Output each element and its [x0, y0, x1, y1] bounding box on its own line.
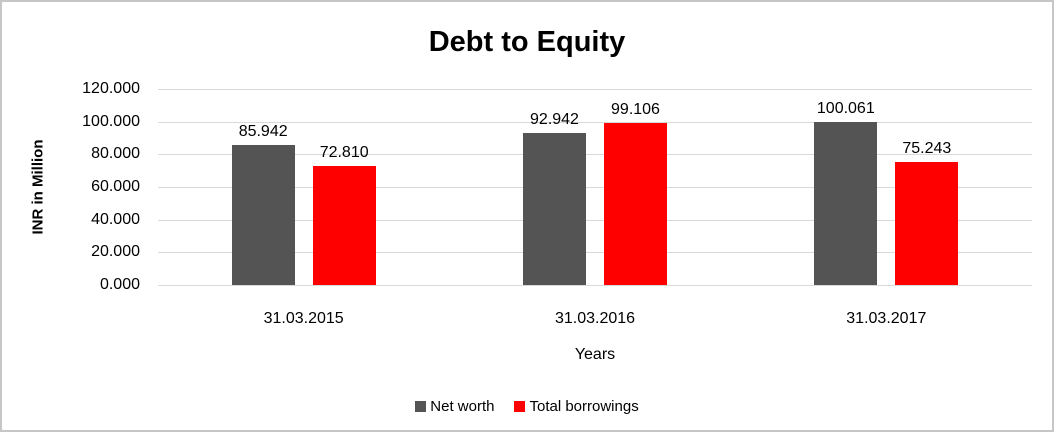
y-axis-tick-label: 60.000: [91, 178, 140, 195]
legend-swatch-icon: [514, 401, 526, 412]
bar-total-borrowings: 72.810: [312, 145, 376, 285]
bar-value-label: 85.942: [238, 122, 288, 140]
legend: Net worth Total borrowings: [2, 398, 1052, 415]
legend-label: Net worth: [430, 398, 495, 415]
chart-title: Debt to Equity: [428, 26, 626, 58]
x-axis-tick-label: 31.03.2017: [846, 310, 927, 327]
y-axis-tick-label: 80.000: [91, 145, 140, 163]
x-axis-ticks: 31.03.2015 31.03.2016 31.03.2017: [158, 310, 1032, 328]
gridline: [158, 89, 1032, 90]
plot-area: 85.942 72.810 92.942 99.106 100.061 75.243: [158, 89, 1032, 286]
y-axis-tick-label: 40.000: [91, 210, 140, 228]
bar-net-worth: 100.061: [814, 100, 878, 285]
bar-value-label: 92.942: [530, 111, 579, 129]
y-axis-ticks: 120.000 100.000 80.000 60.000 40.000 20.000 0.…: [52, 81, 140, 293]
gridline: [158, 285, 1032, 286]
bar-groups: 85.942 72.810 92.942 99.106 100.061 75.243: [158, 89, 1032, 285]
bar-net-worth: 92.942: [522, 112, 586, 285]
y-axis-title: INR in Million: [26, 89, 50, 285]
bar-value-label: 99.106: [611, 101, 660, 119]
y-axis-title-text: INR in Million: [29, 139, 47, 235]
legend-entry-net-worth: Net worth: [415, 398, 494, 415]
gridline: [158, 154, 1032, 156]
x-axis-tick-label: 31.03.2015: [263, 310, 344, 327]
bar-group-31-03-2015: 85.942 72.810: [158, 89, 449, 285]
bar-value-label: 72.810: [319, 144, 369, 162]
y-axis-tick-label: 20.000: [91, 243, 140, 261]
bar-total-borrowings: 75.243: [895, 141, 959, 285]
y-axis-tick-label: 0.000: [99, 276, 140, 293]
bar-total-borrowings: 99.106: [603, 102, 667, 285]
y-axis-tick-label: 100.000: [82, 112, 140, 130]
gridline: [158, 187, 1032, 188]
gridline: [158, 219, 1032, 221]
gridline: [158, 252, 1032, 254]
gridline: [158, 121, 1032, 123]
x-axis-tick-label: 31.03.2016: [554, 310, 636, 327]
legend-swatch-icon: [415, 401, 427, 412]
bar-group-31-03-2016: 92.942 99.106: [449, 89, 740, 285]
legend-entry-total-borrowings: Total borrowings: [514, 398, 639, 415]
bar-group-31-03-2017: 100.061 75.243: [741, 89, 1032, 285]
bar-value-label: 75.243: [902, 140, 952, 158]
x-axis-title: Years: [574, 346, 616, 363]
y-axis-tick-label: 120.000: [82, 80, 140, 97]
bar-net-worth: 85.942: [231, 123, 295, 285]
legend-label: Total borrowings: [529, 398, 639, 415]
bar-value-label: 100.061: [816, 99, 875, 117]
